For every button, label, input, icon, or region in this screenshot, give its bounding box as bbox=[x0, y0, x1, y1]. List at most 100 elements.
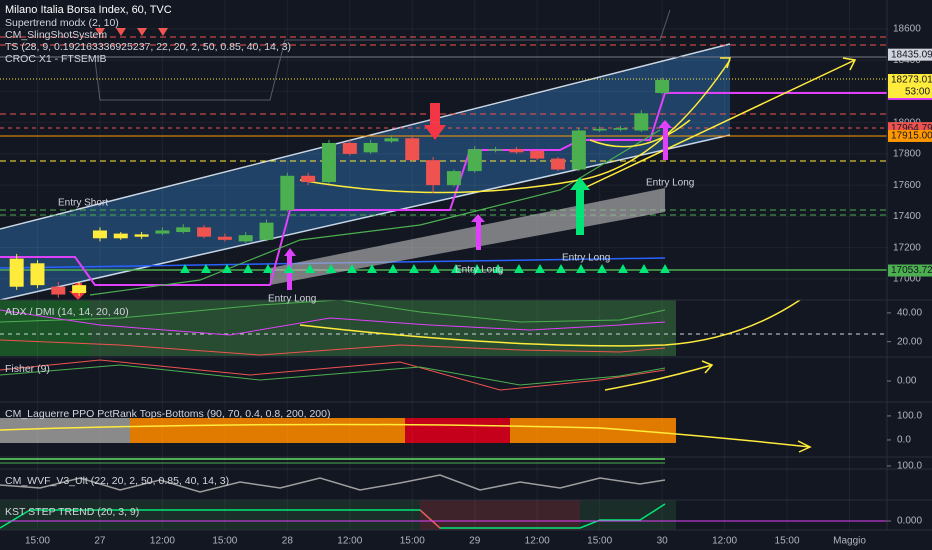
di-minus bbox=[0, 339, 666, 356]
candle-body bbox=[9, 258, 24, 287]
annotation: Entry Long bbox=[268, 294, 316, 305]
price-tag bbox=[888, 129, 932, 142]
up-arrow bbox=[471, 214, 485, 250]
y-tick-label: 17000 bbox=[893, 274, 921, 285]
pane-title: KST STEP TREND (20, 3, 9) bbox=[5, 506, 139, 518]
x-tick-label: Maggio bbox=[833, 536, 866, 547]
signal-triangles bbox=[95, 28, 168, 36]
candle-body bbox=[72, 285, 87, 293]
buy-signal bbox=[451, 264, 461, 273]
buy-signal bbox=[367, 264, 377, 273]
envelope bbox=[94, 9, 671, 101]
buy-signal bbox=[263, 264, 273, 273]
countdown-tag bbox=[888, 85, 932, 98]
wvf-line bbox=[0, 474, 666, 493]
price-tag-label: 18273.01 bbox=[891, 75, 932, 86]
price-tag bbox=[888, 122, 932, 135]
x-tick-label: 15:00 bbox=[25, 536, 50, 547]
price-tag bbox=[888, 73, 932, 86]
price-tag-label: 17915.00 bbox=[891, 131, 932, 142]
indicator-label: CROC X1 - FTSEMIB bbox=[5, 53, 107, 65]
laguerre-zone bbox=[130, 418, 405, 443]
down-arrow bbox=[424, 103, 446, 140]
candle-body bbox=[551, 158, 566, 170]
candle-body bbox=[217, 236, 232, 240]
annotation: Entry Long bbox=[562, 253, 610, 264]
x-tick-label: 27 bbox=[94, 536, 106, 547]
buy-signal bbox=[284, 264, 294, 273]
x-tick-label: 15:00 bbox=[212, 536, 237, 547]
buy-signal bbox=[660, 264, 670, 273]
candle-body bbox=[30, 263, 45, 286]
trend-line bbox=[579, 59, 856, 191]
fisher-line bbox=[0, 364, 666, 386]
adx-zone bbox=[0, 300, 90, 356]
laguerre-zone bbox=[405, 418, 510, 443]
trend-curve bbox=[589, 119, 691, 148]
buy-signal bbox=[618, 264, 628, 273]
buy-signal bbox=[493, 264, 503, 273]
indicator-label: TS (28, 9, 0.192163336925237, 22, 20, 2,… bbox=[5, 41, 291, 53]
y-tick-label: 100.0 bbox=[897, 461, 922, 472]
x-tick-label: 12:00 bbox=[150, 536, 175, 547]
y-tick-label: 0.0 bbox=[897, 435, 911, 446]
candle-body bbox=[51, 286, 66, 295]
candle-body bbox=[405, 138, 420, 161]
channel bbox=[0, 45, 730, 300]
up-arrow bbox=[570, 177, 590, 235]
buy-signal bbox=[201, 264, 211, 273]
candle-body bbox=[238, 235, 253, 242]
x-tick-label: 12:00 bbox=[337, 536, 362, 547]
x-tick-label: 30 bbox=[657, 536, 669, 547]
candle-body bbox=[509, 149, 524, 153]
candle-body bbox=[321, 142, 336, 183]
buy-signal bbox=[597, 264, 607, 273]
x-tick-label: 29 bbox=[469, 536, 481, 547]
candle-body bbox=[176, 227, 191, 233]
buy-signal bbox=[305, 264, 315, 273]
arrow-head bbox=[720, 57, 732, 69]
candle-body bbox=[92, 230, 107, 239]
pane-title: CM_WVF_V3_Ult (22, 20, 2, 50, 0.85, 40, … bbox=[5, 475, 229, 487]
y-tick-label: 17800 bbox=[893, 149, 921, 160]
kst-zone bbox=[420, 500, 580, 530]
candle-body bbox=[280, 175, 295, 211]
arrow-head bbox=[842, 57, 857, 71]
x-tick-label: 15:00 bbox=[400, 536, 425, 547]
drawings bbox=[0, 9, 887, 301]
buy-signal bbox=[180, 264, 190, 273]
buy-signal bbox=[409, 264, 419, 273]
pane-drawings bbox=[0, 299, 887, 530]
buy-signal bbox=[514, 264, 524, 273]
x-tick-label: 12:00 bbox=[712, 536, 737, 547]
adx bbox=[0, 309, 666, 336]
price-tag bbox=[888, 264, 932, 277]
x-tick-label: 15:00 bbox=[775, 536, 800, 547]
x-tick-label: 15:00 bbox=[587, 536, 612, 547]
di-plus bbox=[0, 299, 666, 323]
candle-body bbox=[467, 149, 482, 172]
candle-body bbox=[113, 233, 128, 239]
kst-line bbox=[0, 503, 666, 529]
price-tag-label: 18435.09 bbox=[891, 49, 932, 60]
candle-body bbox=[592, 128, 607, 131]
arrow-head bbox=[701, 360, 714, 374]
candle-body bbox=[426, 160, 441, 186]
y-tick-label: 100.0 bbox=[897, 411, 922, 422]
laguerre-zone bbox=[0, 418, 130, 443]
buy-signal bbox=[472, 264, 482, 273]
pane-title: ADX / DMI (14, 14, 20, 40) bbox=[5, 306, 129, 318]
price-tag bbox=[888, 48, 932, 61]
candle-body bbox=[342, 142, 357, 154]
kst-zone bbox=[580, 500, 676, 530]
candle-body bbox=[301, 175, 316, 183]
buy-signal bbox=[347, 264, 357, 273]
candle-body bbox=[488, 149, 503, 151]
annotation: Entry Long bbox=[646, 178, 694, 189]
kst-zone bbox=[0, 500, 420, 530]
sell-signal bbox=[158, 28, 168, 36]
buy-signal bbox=[243, 264, 253, 273]
sell-signal bbox=[116, 28, 126, 36]
indicator-label: CM_SlingShotSystem bbox=[5, 29, 107, 41]
